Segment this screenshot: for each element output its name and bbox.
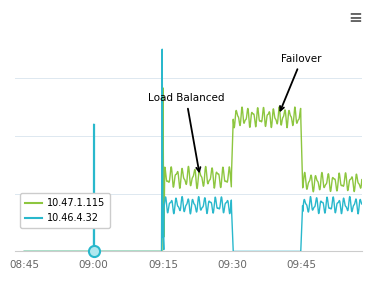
Text: Failover: Failover [280, 54, 322, 111]
Text: ≡: ≡ [348, 9, 362, 27]
Text: Load Balanced: Load Balanced [148, 93, 224, 172]
Legend: 10.47.1.115, 10.46.4.32: 10.47.1.115, 10.46.4.32 [20, 194, 110, 228]
